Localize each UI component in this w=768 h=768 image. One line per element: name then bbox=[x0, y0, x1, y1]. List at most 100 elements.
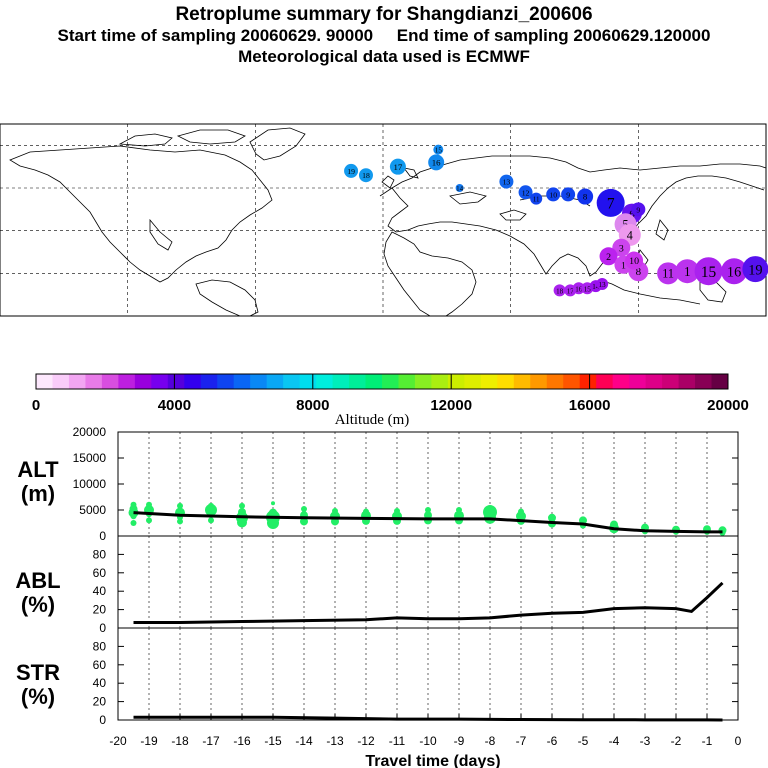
colorbar-cell bbox=[134, 374, 152, 389]
x-axis-label: Travel time (days) bbox=[365, 753, 500, 768]
colorbar-cell bbox=[513, 374, 531, 389]
sampling-times: Start time of sampling 20060629. 90000 E… bbox=[57, 26, 711, 45]
colorbar-cell bbox=[118, 374, 136, 389]
map-point-marker bbox=[428, 154, 445, 171]
colorbar-cell bbox=[629, 374, 647, 389]
alt-point bbox=[363, 508, 369, 515]
y-tick-label: 60 bbox=[93, 658, 107, 672]
map-point-marker bbox=[625, 251, 644, 270]
x-tick-label: 0 bbox=[735, 734, 742, 748]
map-point-marker bbox=[389, 158, 406, 175]
x-tick-label: -2 bbox=[671, 734, 682, 748]
map-plume-point: 19 bbox=[344, 163, 359, 178]
map-point-marker bbox=[694, 257, 723, 286]
colorbar-tick-label: 16000 bbox=[569, 397, 611, 414]
altitude-colorbar: 0 4000 8000 12000 16000 20000 Altitude (m) bbox=[32, 373, 749, 428]
map-point-label: 18 bbox=[556, 287, 564, 295]
colorbar-cell bbox=[349, 374, 367, 389]
map-plume-point: 16 bbox=[721, 258, 748, 285]
colorbar-cell bbox=[711, 374, 729, 389]
colorbar-cell bbox=[200, 374, 218, 389]
map-point-label: 8 bbox=[583, 192, 588, 202]
map-plume-point: 16 bbox=[428, 154, 445, 171]
y-tick-label: 60 bbox=[93, 566, 107, 580]
y-tick-label: 40 bbox=[93, 676, 107, 690]
colorbar-cell bbox=[546, 374, 564, 389]
colorbar-cell bbox=[52, 374, 70, 389]
colorbar-cell bbox=[497, 374, 515, 389]
x-tick-label: -3 bbox=[640, 734, 651, 748]
alt-point bbox=[146, 501, 152, 508]
map-plume-point: 3 bbox=[612, 238, 631, 257]
y-tick-label: 20 bbox=[93, 603, 107, 617]
colorbar-cells bbox=[36, 374, 729, 389]
x-tick-label: -4 bbox=[609, 734, 620, 748]
map-point-label: 1 bbox=[621, 260, 626, 271]
y-tick-label: 40 bbox=[93, 584, 107, 598]
colorbar-cell bbox=[530, 374, 548, 389]
map-point-label: 10 bbox=[629, 256, 639, 267]
x-tick-label: -9 bbox=[454, 734, 465, 748]
alt-point bbox=[548, 513, 556, 522]
alt-point bbox=[177, 502, 183, 509]
map-point-label: 1 bbox=[684, 264, 691, 279]
map-point-label: 11 bbox=[533, 196, 540, 204]
colorbar-tick-label: 12000 bbox=[430, 397, 472, 414]
alt-point bbox=[205, 504, 217, 516]
map-point-marker bbox=[577, 188, 594, 205]
panel-unit: (m) bbox=[21, 481, 55, 506]
map-point-label: 17 bbox=[567, 287, 575, 295]
map-point-label: 7 bbox=[607, 196, 615, 213]
colorbar-cell bbox=[612, 374, 630, 389]
y-tick-label: 0 bbox=[99, 621, 106, 635]
colorbar-cell bbox=[365, 374, 383, 389]
y-tick-label: 0 bbox=[99, 529, 106, 543]
alt-point bbox=[208, 502, 214, 509]
x-tick-label: -5 bbox=[578, 734, 589, 748]
x-tick-label: -19 bbox=[140, 734, 158, 748]
map-point-marker bbox=[499, 174, 514, 189]
map-point-label: 15 bbox=[584, 285, 592, 293]
map-point-label: 14 bbox=[456, 185, 464, 193]
map-point-label: 16 bbox=[727, 264, 741, 280]
alt-point bbox=[394, 508, 400, 515]
map-point-label: 14 bbox=[592, 283, 600, 291]
colorbar-cell bbox=[480, 374, 498, 389]
x-tick-label: -20 bbox=[109, 734, 127, 748]
alt-point bbox=[238, 508, 246, 517]
colorbar-cell bbox=[250, 374, 268, 389]
chart-title: Retroplume summary for Shangdianzi_20060… bbox=[175, 4, 593, 25]
alt-point bbox=[332, 508, 338, 515]
map-point-label: 13 bbox=[503, 178, 511, 187]
colorbar-cell bbox=[414, 374, 432, 389]
map-point-label: 9 bbox=[636, 205, 640, 214]
map-point-label: 19 bbox=[347, 167, 355, 176]
alt-point bbox=[610, 520, 618, 529]
x-tick-label: -13 bbox=[326, 734, 344, 748]
map-point-marker bbox=[631, 202, 646, 217]
colorbar-cell bbox=[579, 374, 597, 389]
x-tick-label: -18 bbox=[171, 734, 189, 748]
colorbar-cell bbox=[678, 374, 696, 389]
map-point-marker bbox=[675, 259, 700, 284]
map-point-label: 19 bbox=[748, 262, 762, 278]
colorbar-cell bbox=[233, 374, 251, 389]
colorbar-tick-label: 4000 bbox=[158, 397, 191, 414]
map-point-marker bbox=[518, 185, 533, 200]
map-point-marker bbox=[546, 187, 561, 202]
panel-abl: ABL(%) 0 20 40 60 80 bbox=[15, 535, 739, 635]
alt-point bbox=[271, 501, 275, 506]
alt-point bbox=[177, 518, 183, 525]
map-point-marker bbox=[612, 238, 631, 257]
alt-point bbox=[456, 507, 462, 513]
colorbar-tick-label: 0 bbox=[32, 397, 40, 414]
map-point-marker bbox=[455, 184, 464, 192]
colorbar-cell bbox=[167, 374, 185, 389]
alt-mean-line bbox=[133, 511, 723, 534]
map-plume-point: 17 bbox=[389, 158, 406, 175]
map-plume-point: 15 bbox=[694, 257, 723, 286]
map-point-marker bbox=[572, 282, 585, 295]
map-point-label: 8 bbox=[636, 266, 642, 278]
